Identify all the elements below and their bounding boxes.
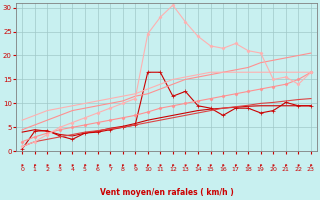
X-axis label: Vent moyen/en rafales ( km/h ): Vent moyen/en rafales ( km/h ) bbox=[100, 188, 234, 197]
